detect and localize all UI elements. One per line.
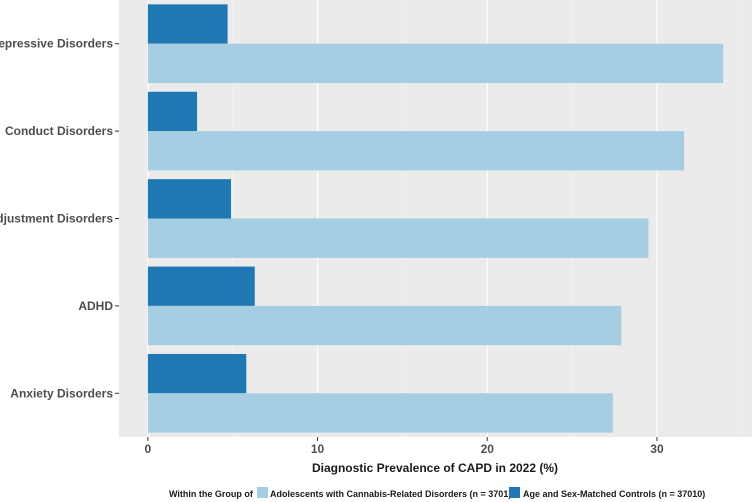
x-axis-title: Diagnostic Prevalence of CAPD in 2022 (%…	[312, 461, 558, 475]
bar-adhd-controls	[147, 266, 255, 306]
bar-depressive-disorders-cannabis	[147, 43, 724, 84]
legend-swatch	[257, 487, 268, 498]
bar-conduct-disorders-controls	[147, 91, 198, 132]
x-tick-label: 20	[481, 442, 495, 456]
bar-adjustment-disorders-cannabis	[147, 218, 649, 258]
y-axis: Depressive Disorders Conduct Disorders Adj…	[0, 37, 119, 400]
y-tick-label: Anxiety Disorders	[10, 386, 113, 400]
y-tick-label: Conduct Disorders	[5, 124, 113, 138]
legend-label: Age and Sex-Matched Controls (n = 37010)	[523, 489, 705, 499]
bar-anxiety-disorders-cannabis	[147, 393, 613, 433]
bar-adjustment-disorders-controls	[147, 179, 232, 219]
bar-anxiety-disorders-controls	[147, 353, 247, 394]
x-tick-label: 30	[650, 442, 664, 456]
legend: Within the Group of Adolescents with Can…	[169, 487, 705, 499]
legend-title: Within the Group of	[169, 489, 254, 499]
x-tick-label: 0	[145, 442, 152, 456]
bar-depressive-disorders-controls	[147, 4, 228, 44]
y-tick-label: ADHD	[78, 299, 113, 313]
y-tick-label: Adjustment Disorders	[0, 212, 113, 226]
legend-swatch	[509, 487, 520, 498]
y-tick-label: Depressive Disorders	[0, 37, 113, 51]
bars	[147, 4, 724, 433]
bar-adhd-cannabis	[147, 305, 622, 346]
legend-label: Adolescents with Cannabis-Related Disord…	[270, 489, 511, 499]
x-axis: 0 10 20 30	[145, 437, 664, 456]
x-tick-label: 10	[311, 442, 325, 456]
bar-conduct-disorders-cannabis	[147, 131, 685, 171]
